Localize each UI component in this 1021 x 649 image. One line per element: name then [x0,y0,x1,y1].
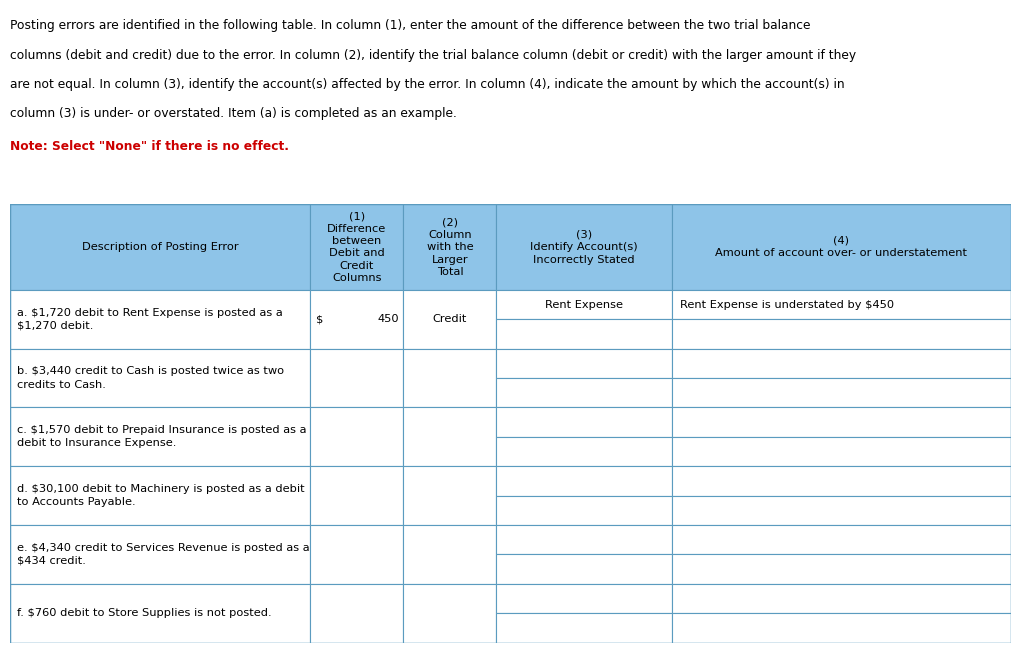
Bar [496,554,672,583]
Text: are not equal. In column (3), identify the account(s) affected by the error. In : are not equal. In column (3), identify t… [10,78,844,91]
Bar [10,204,310,290]
Bar [403,408,496,466]
Bar [10,466,310,525]
Text: (1)
Difference
between
Debit and
Credit
Columns: (1) Difference between Debit and Credit … [328,211,387,283]
Text: f. $760 debit to Store Supplies is not posted.: f. $760 debit to Store Supplies is not p… [17,608,272,618]
Bar [403,583,496,643]
Bar [672,204,1011,290]
Text: 450: 450 [378,314,399,324]
Bar [496,583,672,613]
Text: (3)
Identify Account(s)
Incorrectly Stated: (3) Identify Account(s) Incorrectly Stat… [530,230,638,265]
Bar [10,290,310,349]
Text: (4)
Amount of account over- or understatement: (4) Amount of account over- or understat… [715,236,967,258]
Bar [496,204,672,290]
Text: Posting errors are identified in the following table. In column (1), enter the a: Posting errors are identified in the fol… [10,19,811,32]
Bar [496,466,672,496]
Bar [672,525,1011,554]
Bar [10,408,310,466]
Bar [496,349,672,378]
Bar [10,525,310,583]
Text: b. $3,440 credit to Cash is posted twice as two
credits to Cash.: b. $3,440 credit to Cash is posted twice… [17,367,284,389]
Bar [403,525,496,583]
Bar [496,319,672,349]
Bar [10,349,310,408]
Text: Rent Expense is understated by $450: Rent Expense is understated by $450 [680,300,893,310]
Bar [672,408,1011,437]
Bar [403,204,496,290]
Bar [672,583,1011,613]
Bar [496,496,672,525]
Bar [310,204,403,290]
Bar [403,290,496,349]
Bar [496,290,672,319]
Text: a. $1,720 debit to Rent Expense is posted as a
$1,270 debit.: a. $1,720 debit to Rent Expense is poste… [17,308,283,331]
Bar [403,466,496,525]
Text: Note: Select "None" if there is no effect.: Note: Select "None" if there is no effec… [10,140,289,153]
Bar [310,290,403,349]
Bar [10,583,310,643]
Bar [310,408,403,466]
Bar [310,583,403,643]
Bar [672,496,1011,525]
Bar [310,466,403,525]
Text: d. $30,100 debit to Machinery is posted as a debit
to Accounts Payable.: d. $30,100 debit to Machinery is posted … [17,484,305,507]
Text: Description of Posting Error: Description of Posting Error [82,242,239,252]
Bar [672,466,1011,496]
Bar [672,554,1011,583]
Bar [496,408,672,437]
Bar [672,290,1011,319]
Text: column (3) is under- or overstated. Item (a) is completed as an example.: column (3) is under- or overstated. Item… [10,107,457,120]
Text: Credit: Credit [433,314,468,324]
Bar [672,319,1011,349]
Text: (2)
Column
with the
Larger
Total: (2) Column with the Larger Total [427,217,474,277]
Bar [496,525,672,554]
Text: c. $1,570 debit to Prepaid Insurance is posted as a
debit to Insurance Expense.: c. $1,570 debit to Prepaid Insurance is … [17,425,306,448]
Bar [496,437,672,466]
Bar [310,349,403,408]
Text: columns (debit and credit) due to the error. In column (2), identify the trial b: columns (debit and credit) due to the er… [10,49,857,62]
Bar [672,349,1011,378]
Text: Rent Expense: Rent Expense [545,300,623,310]
Bar [310,525,403,583]
Bar [496,378,672,408]
Text: e. $4,340 credit to Services Revenue is posted as a
$434 credit.: e. $4,340 credit to Services Revenue is … [17,543,309,566]
Text: $: $ [317,314,324,324]
Bar [672,437,1011,466]
Bar [403,349,496,408]
Bar [496,613,672,643]
Bar [672,613,1011,643]
Bar [672,378,1011,408]
